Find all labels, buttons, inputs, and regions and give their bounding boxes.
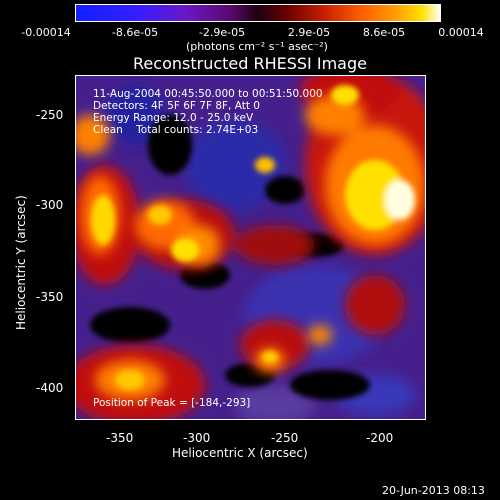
- peak-position: Position of Peak = [-184,-293]: [93, 397, 251, 409]
- colorbar-tick-label: -0.00014: [21, 26, 71, 39]
- x-tick-label: -200: [366, 431, 394, 445]
- info-line-energy: Energy Range: 12.0 - 25.0 keV: [93, 112, 254, 124]
- x-tick-label: -350: [106, 431, 134, 445]
- rhessi-image-map: [75, 75, 426, 420]
- colorbar-tick-label: 8.6e-05: [362, 26, 406, 39]
- x-axis-label: Heliocentric X (arcsec): [172, 446, 308, 460]
- footer-date: 20-Jun-2013 08:13: [382, 484, 485, 497]
- y-tick-label: -350: [36, 290, 64, 304]
- info-line-clean: Clean Total counts: 2.74E+03: [93, 124, 259, 136]
- y-tick-label: -250: [36, 108, 64, 122]
- y-tick-label: -300: [36, 198, 64, 212]
- colorbar-tick-label: 2.9e-05: [287, 26, 331, 39]
- colorbar-unit-label: (photons cm⁻² s⁻¹ asec⁻²): [186, 40, 328, 53]
- colorbar-tick-label: -8.6e-05: [111, 26, 159, 39]
- info-line-detectors: Detectors: 4F 5F 6F 7F 8F, Att 0: [93, 100, 260, 112]
- colorbar-tick-label: -2.9e-05: [198, 26, 246, 39]
- x-tick-label: -300: [183, 431, 211, 445]
- info-line-time: 11-Aug-2004 00:45:50.000 to 00:51:50.000: [93, 88, 323, 100]
- x-tick-label: -250: [271, 431, 299, 445]
- plot-title: Reconstructed RHESSI Image: [133, 54, 367, 73]
- y-axis-label: Heliocentric Y (arcsec): [14, 195, 28, 330]
- colorbar: [75, 4, 441, 22]
- plot-frame: [75, 75, 426, 420]
- y-tick-label: -400: [36, 381, 64, 395]
- colorbar-tick-label: 0.00014: [438, 26, 484, 39]
- rhessi-image: [75, 75, 426, 420]
